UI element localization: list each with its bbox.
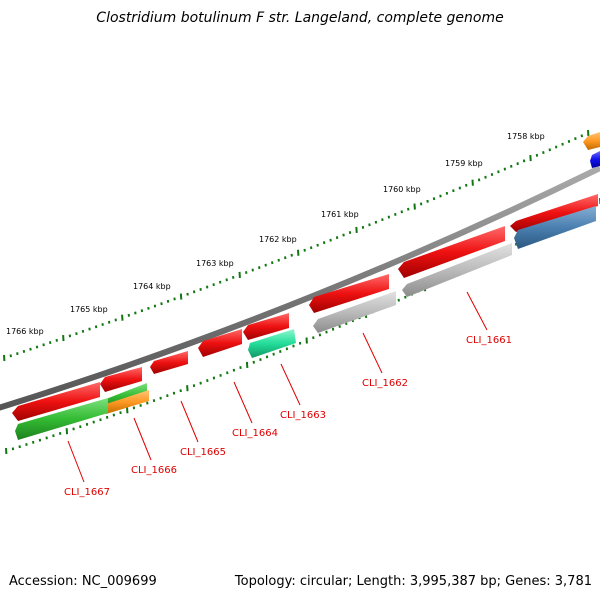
tick-label-1758: 1758 kbp [507,132,545,141]
accession-text: Accession: NC_009699 [9,574,157,589]
gene-label-cli-1663[interactable]: CLI_1663 [280,410,326,421]
leader-cli-1661 [467,292,487,330]
gene-label-cli-1662[interactable]: CLI_1662 [362,378,408,389]
gene-edge-orange [583,132,600,150]
tick-label-1760: 1760 kbp [383,185,421,194]
gene-label-cli-1667[interactable]: CLI_1667 [64,487,110,498]
leader-cli-1667 [68,441,84,482]
leader-cli-1663 [281,364,300,405]
gene-labels: CLI_1661 CLI_1662 CLI_1663 CLI_1664 CLI_… [64,335,512,498]
gene-label-cli-1661[interactable]: CLI_1661 [466,335,512,346]
genome-backbone [0,168,600,409]
leader-cli-1666 [134,418,151,460]
tick-label-1766: 1766 kbp [6,327,44,336]
tick-label-1759: 1759 kbp [445,159,483,168]
genome-summary-text: Topology: circular; Length: 3,995,387 bp… [235,574,592,589]
tick-label-1761: 1761 kbp [321,210,359,219]
gene-features [12,132,600,440]
tick-label-1765: 1765 kbp [70,305,108,314]
map-title: Clostridium botulinum F str. Langeland, … [0,10,600,26]
outer-tick-marks [4,130,588,361]
gene-label-cli-1665[interactable]: CLI_1665 [180,447,226,458]
tick-label-1762: 1762 kbp [259,235,297,244]
gene-edge-blue [590,151,600,168]
tick-label-1764: 1764 kbp [133,282,171,291]
gene-label-cli-1664[interactable]: CLI_1664 [232,428,278,439]
leader-cli-1665 [181,401,198,442]
gene-label-cli-1666[interactable]: CLI_1666 [131,465,177,476]
tick-label-1763: 1763 kbp [196,259,234,268]
backbone-arc [0,168,600,409]
leader-cli-1664 [234,382,252,423]
leader-cli-1662 [363,333,382,373]
